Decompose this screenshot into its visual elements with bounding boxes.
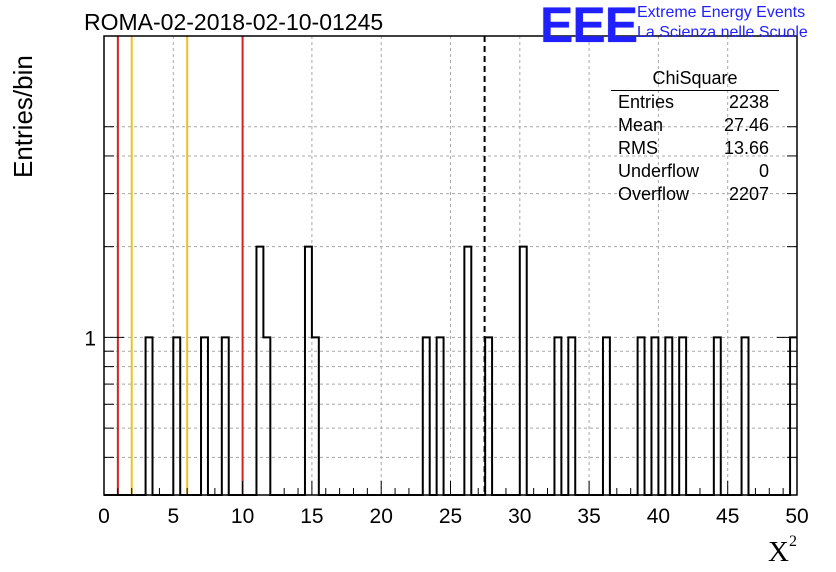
eee-logo: EEE [540,0,638,53]
y-axis-label: Entries/bin [8,55,38,178]
stats-value: 2238 [728,92,769,112]
stats-row-entries: Entries 2238 [609,91,779,114]
stats-value: 2207 [728,184,769,204]
x-tick-label: 30 [508,505,531,528]
stats-box: ChiSquare Entries 2238 Mean 27.46 RMS 13.66… [609,66,779,206]
x-tick-label: 20 [370,505,393,528]
histogram-bin [173,337,180,495]
histogram-outline [104,245,797,496]
histogram-bin [312,337,319,495]
histogram-bin [437,337,444,495]
logo-caption-2: La Scienza nelle Scuole [637,24,808,41]
chart-title: ROMA-02-2018-02-10-01245 [84,9,384,35]
histogram-bin [146,337,153,495]
stats-label: Mean [618,115,664,135]
histogram-bin [603,337,610,495]
stats-value: 0 [758,161,769,181]
stats-label: Entries [618,92,675,112]
y-tick-label: 1 [84,327,96,350]
logo-caption-1: Extreme Energy Events [637,4,806,21]
x-tick-label: 0 [98,505,110,528]
histogram-bin [638,337,645,495]
histogram-bin [520,247,527,495]
histogram-bin [742,337,749,495]
histogram-bin [485,337,492,495]
x-tick-label: 35 [577,505,600,528]
stats-label: Underflow [618,161,700,181]
histogram-bars [104,245,797,496]
grid-lines [104,36,797,495]
stats-title: ChiSquare [611,66,779,91]
x-axis-label: X2 [768,533,797,569]
histogram-bin [568,337,575,495]
stats-value: 13.66 [723,138,769,158]
stats-row-mean: Mean 27.46 [609,114,779,137]
histogram-bin [305,247,312,495]
x-tick-label: 10 [231,505,254,528]
histogram-bin [256,247,263,495]
stats-row-overflow: Overflow 2207 [609,183,779,206]
histogram-bin [679,337,686,495]
histogram-bin [464,247,471,495]
histogram-bin [651,337,658,495]
axis-ticks: 0 5 10 15 20 25 30 35 40 45 50 1 [84,126,809,528]
x-tick-label: 15 [300,505,323,528]
x-axis-label-base: X [768,536,789,568]
histogram-bin [790,337,797,495]
stats-label: RMS [618,138,658,158]
stats-row-rms: RMS 13.66 [609,137,779,160]
x-tick-label: 25 [439,505,462,528]
stats-row-underflow: Underflow 0 [609,160,779,183]
x-axis-label-superscript: 2 [788,533,797,551]
histogram-bin [554,337,561,495]
histogram-bin [201,337,208,495]
histogram-bin [263,337,270,495]
x-tick-label: 50 [785,505,808,528]
histogram-bin [665,337,672,495]
stats-value: 27.46 [723,115,769,135]
x-tick-label: 5 [167,505,179,528]
x-tick-label: 40 [647,505,670,528]
histogram-bin [714,337,721,495]
histogram-bin [423,337,430,495]
stats-label: Overflow [618,184,690,204]
x-tick-label: 45 [716,505,739,528]
histogram-bin [222,337,229,495]
